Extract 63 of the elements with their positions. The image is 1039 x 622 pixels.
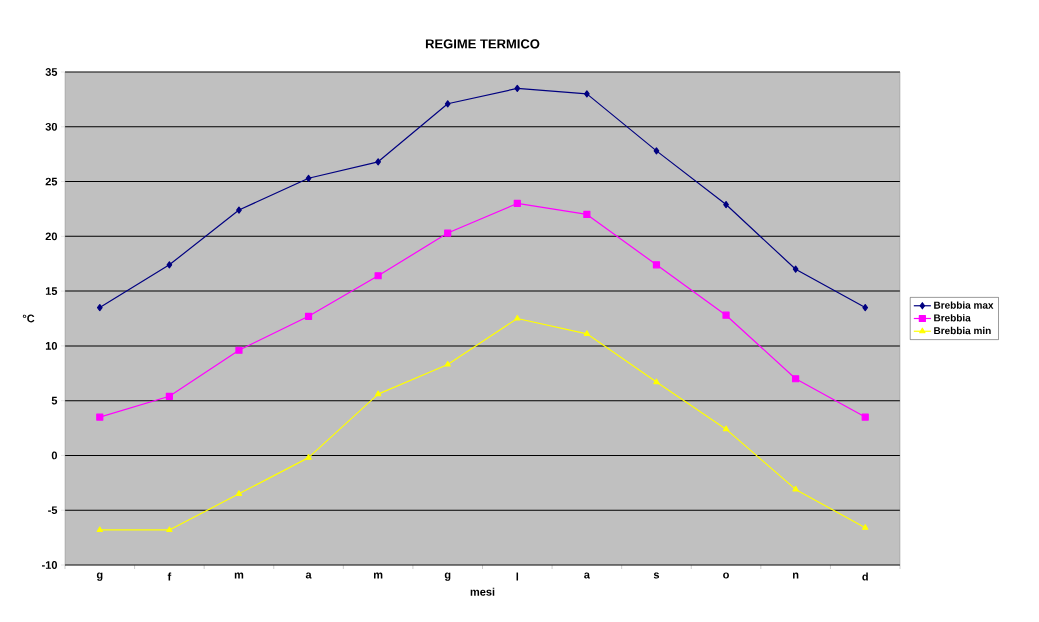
point [374,390,382,397]
point [653,147,660,155]
x-tick-label: g [96,572,103,581]
point [305,454,312,460]
point [792,375,800,383]
y-tick-label: 35 [45,68,58,76]
point [236,206,242,214]
point [444,229,452,237]
x-axis-title: mesi [470,587,495,596]
x-tick-label: l [516,572,519,581]
point [862,524,869,530]
point [165,392,173,400]
y-axis-title: °C [22,314,35,323]
x-tick-label: m [373,572,383,579]
legend-label: Brebbia [934,314,971,322]
point [513,199,521,208]
point [514,84,521,93]
point [235,490,243,496]
x-tick-label: g [444,572,451,581]
point [722,311,730,319]
x-tick-label: o [723,572,729,579]
y-tick-label: 25 [45,177,58,186]
point [514,314,521,321]
point [652,261,661,269]
point [166,526,173,533]
chart-title: REGIME TERMICO [425,39,540,49]
point [792,485,799,492]
point [166,261,173,269]
y-tick-label: -5 [48,506,58,515]
legend-label: Brebbia min [934,326,991,335]
x-tick-label: d [862,572,868,581]
y-tick-label: 15 [45,287,58,295]
point [96,526,103,533]
point [653,378,660,385]
point [305,174,312,182]
point [722,425,730,432]
y-tick-label: 5 [51,396,58,405]
x-tick-label: n [792,572,799,579]
point [96,303,103,312]
point [96,413,104,421]
x-tick-label: s [653,572,660,579]
y-tick-label: -10 [41,561,58,569]
x-tick-label: m [234,572,244,579]
y-tick-label: 20 [45,232,58,241]
y-tick-label: 0 [51,451,58,460]
point [792,265,799,273]
x-tick-label: f [167,572,172,581]
point [861,413,869,421]
point [444,360,451,367]
x-tick-label: a [584,572,590,579]
point [583,210,591,219]
point [444,100,451,108]
point [862,303,869,312]
y-tick-label: 30 [45,122,58,131]
point [374,272,382,280]
point [583,330,591,336]
y-tick-label: 10 [45,342,58,350]
point [375,158,381,166]
legend-label: Brebbia max [934,301,994,309]
point [584,90,590,98]
point [304,312,313,320]
x-tick-label: a [305,572,312,579]
point [235,346,243,354]
